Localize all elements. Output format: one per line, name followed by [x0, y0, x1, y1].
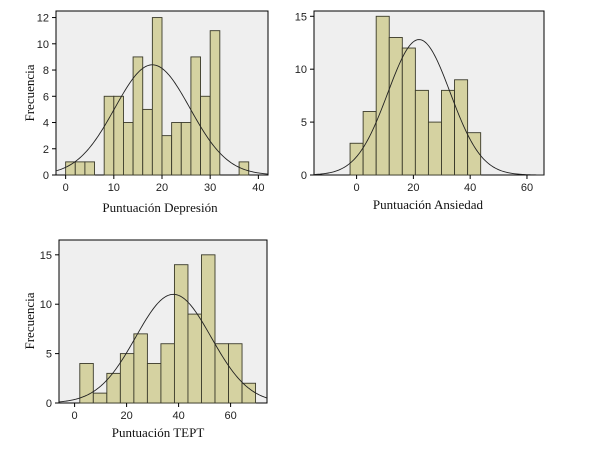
- x-tick-label: 0: [63, 182, 69, 194]
- histogram-bar: [160, 343, 175, 404]
- histogram-bar: [200, 95, 211, 176]
- y-tick-label: 0: [43, 170, 49, 182]
- histogram-bar: [349, 142, 364, 176]
- histogram-bar: [375, 15, 390, 176]
- histogram-bar: [414, 89, 429, 176]
- x-tick-label: 0: [72, 410, 78, 422]
- x-tick-label: 60: [224, 410, 236, 422]
- histogram-bar: [362, 111, 377, 176]
- histogram-bar: [388, 37, 403, 176]
- y-axis-label: Frecuencia: [22, 292, 37, 349]
- histogram-bar: [228, 343, 243, 404]
- x-tick-label: 20: [120, 410, 132, 422]
- x-axis-label: Puntuación Ansiedad: [373, 197, 484, 212]
- x-tick-label: 40: [252, 182, 264, 194]
- y-tick-label: 8: [43, 65, 49, 77]
- normal-curve: [58, 293, 268, 403]
- histogram-bar: [119, 353, 135, 404]
- histogram-bar: [427, 121, 442, 176]
- x-tick-label: 40: [172, 410, 184, 422]
- x-tick-label: 20: [407, 182, 419, 194]
- histogram-bar: [241, 382, 257, 404]
- histogram-bar: [201, 254, 216, 404]
- y-tick-label: 5: [46, 349, 52, 361]
- histogram-1: 0 10 20 30 40 0 2 4 6 8 10 12 Puntuación Depresión Fr…: [22, 10, 269, 215]
- x-tick-label: 30: [204, 182, 216, 194]
- histogram-bar: [123, 122, 134, 176]
- x-tick-label: 60: [521, 182, 533, 194]
- y-axis-label: Frecuencia: [22, 64, 37, 121]
- histogram-bar: [173, 264, 189, 404]
- y-tick-label: 0: [301, 170, 307, 182]
- histogram-bar: [84, 161, 95, 176]
- x-axis-label: Puntuación Depresión: [102, 200, 218, 215]
- histogram-bar: [238, 161, 250, 176]
- x-tick-label: 40: [464, 182, 476, 194]
- histogram-bar: [92, 392, 108, 404]
- histogram-bar: [209, 30, 221, 176]
- histogram-bar: [187, 313, 202, 404]
- y-tick-label: 4: [43, 118, 49, 130]
- y-tick-label: 10: [295, 64, 307, 76]
- histogram-bar: [74, 161, 86, 176]
- histogram-2: 0 20 40 60 0 5 10 15 Puntuación Ansiedad: [295, 10, 545, 212]
- histogram-bar: [146, 363, 162, 404]
- histogram-bar: [454, 79, 469, 176]
- histogram-bar: [151, 17, 163, 176]
- histogram-bar: [65, 161, 76, 176]
- histogram-bar: [161, 135, 173, 176]
- x-tick-label: 20: [156, 182, 168, 194]
- y-tick-label: 5: [301, 117, 307, 129]
- histogram-bar: [467, 132, 482, 176]
- histogram-bar: [180, 122, 192, 176]
- y-tick-label: 12: [37, 13, 49, 25]
- y-tick-label: 6: [43, 91, 49, 103]
- y-tick-label: 2: [43, 144, 49, 156]
- y-tick-label: 10: [37, 39, 49, 51]
- histogram-bar: [441, 89, 456, 176]
- x-axis-label: Puntuación TEPT: [112, 425, 205, 440]
- histogram-bar: [171, 122, 182, 176]
- histogram-bar: [142, 108, 153, 176]
- histogram-bar: [103, 95, 115, 176]
- normal-curve: [55, 64, 269, 175]
- x-tick-label: 0: [354, 182, 360, 194]
- histogram-bar: [132, 56, 144, 176]
- histogram-bar: [190, 56, 201, 176]
- y-tick-label: 15: [295, 11, 307, 23]
- y-tick-label: 10: [40, 299, 52, 311]
- normal-curve: [313, 39, 544, 176]
- y-tick-label: 15: [40, 250, 52, 262]
- histogram-bar: [133, 333, 148, 404]
- histogram-bar: [214, 343, 229, 404]
- histogram-bar: [401, 47, 416, 176]
- x-tick-label: 10: [108, 182, 120, 194]
- histogram-3: 0 20 40 60 0 5 10 15 Puntuación TEPT Frecuencia: [22, 239, 268, 440]
- y-tick-label: 0: [46, 398, 52, 410]
